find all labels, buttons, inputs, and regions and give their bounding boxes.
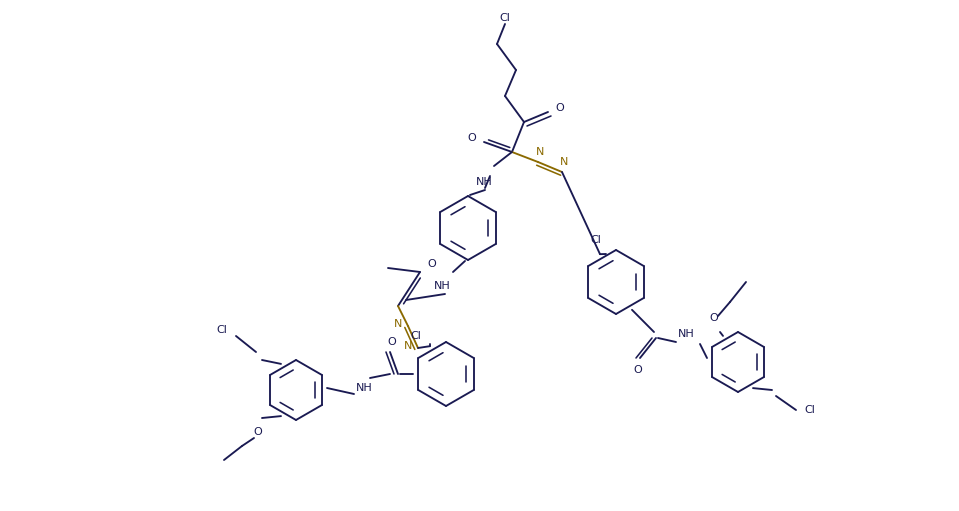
Text: NH: NH (433, 281, 451, 291)
Text: Cl: Cl (500, 13, 510, 23)
Text: O: O (710, 313, 718, 323)
Text: O: O (555, 103, 565, 113)
Text: NH: NH (476, 177, 492, 187)
Text: Cl: Cl (591, 235, 601, 245)
Text: O: O (253, 427, 263, 437)
Text: O: O (387, 337, 396, 347)
Text: N: N (394, 319, 402, 329)
Text: Cl: Cl (805, 405, 815, 415)
Text: N: N (404, 341, 412, 351)
Text: N: N (536, 147, 544, 157)
Text: N: N (560, 157, 568, 167)
Text: Cl: Cl (410, 331, 421, 341)
Text: NH: NH (356, 383, 372, 393)
Text: O: O (468, 133, 477, 143)
Text: O: O (428, 259, 436, 269)
Text: O: O (634, 365, 643, 375)
Text: Cl: Cl (217, 325, 227, 335)
Text: NH: NH (678, 329, 694, 339)
